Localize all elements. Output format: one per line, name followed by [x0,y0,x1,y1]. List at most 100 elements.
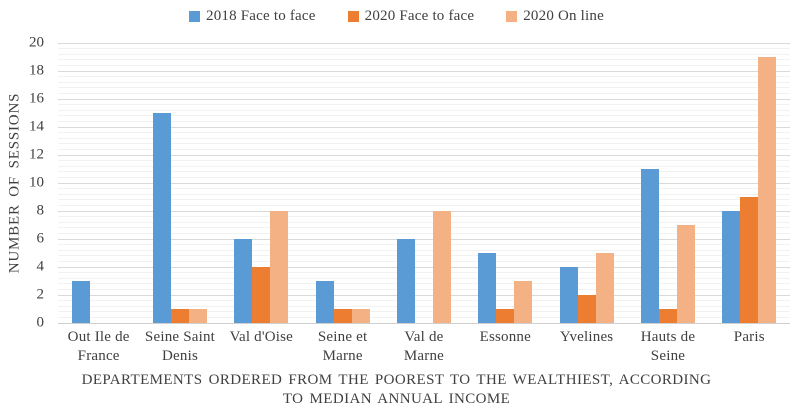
minor-gridline [58,53,790,55]
legend-item-1: 2020 Face to face [347,7,475,25]
x-category-label-line: Val de [404,329,444,345]
bar [152,113,171,323]
x-category-label-line: Marne [403,348,445,364]
minor-gridline [58,165,790,167]
minor-gridline [58,199,790,201]
legend-label: 2020 Face to face [364,7,475,24]
minor-gridline [58,120,790,122]
y-tick-label: 6 [36,230,45,247]
x-category-label-line: Hauts de [640,329,696,345]
bar [478,253,497,323]
y-tick-label: 4 [36,258,45,275]
bar [315,281,334,323]
bar [658,309,677,323]
y-tick-label: 2 [36,286,45,303]
major-gridline [58,266,790,268]
bar [676,225,695,323]
x-category-label-line: Seine [650,348,686,364]
bar [758,57,777,323]
major-gridline [58,70,790,72]
minor-gridline [58,232,790,234]
bar-group-2 [221,43,302,323]
bar [722,211,741,323]
bar [432,211,451,323]
bar [71,281,90,323]
bar [270,211,289,323]
x-category-label-line: Out Ile de [67,329,130,345]
minor-gridline [58,92,790,94]
minor-gridline [58,204,790,206]
bar [577,295,596,323]
bar [496,309,515,323]
minor-gridline [58,300,790,302]
minor-gridline [58,81,790,83]
minor-gridline [58,305,790,307]
x-axis-line [58,323,790,324]
bar-group-3 [302,43,383,323]
minor-gridline [58,76,790,78]
x-category-label-line: Yvelines [559,329,614,345]
x-category-label-6: Yvelines [546,328,627,366]
major-gridline [58,182,790,184]
minor-gridline [58,311,790,313]
legend-label: 2020 On line [523,7,604,24]
minor-gridline [58,64,790,66]
x-category-label-line: France [77,348,120,364]
bar-group-8 [709,43,790,323]
minor-gridline [58,283,790,285]
minor-gridline [58,87,790,89]
minor-gridline [58,244,790,246]
bar [559,267,578,323]
minor-gridline [58,288,790,290]
major-gridline [58,210,790,212]
x-category-label-1: Seine Saint Denis [139,328,220,366]
bar-group-4 [383,43,464,323]
x-category-label-line: Seine Saint [144,329,216,345]
x-category-label-line: Val d'Oise [229,329,294,345]
bar [333,309,352,323]
x-category-label-line: Paris [733,329,765,345]
minor-gridline [58,227,790,229]
major-gridline [58,42,790,44]
plot-area [58,42,790,324]
y-tick-label: 20 [29,34,44,51]
minor-gridline [58,132,790,134]
minor-gridline [58,176,790,178]
bar-group-1 [139,43,220,323]
x-category-label-line: Essonne [479,329,531,345]
minor-gridline [58,48,790,50]
x-category-label-line: Denis [161,348,198,364]
legend-item-0: 2018 Face to face [189,8,316,25]
legend-swatch-icon [189,10,201,22]
y-tick-label: 0 [36,314,45,331]
y-tick-label: 12 [29,146,44,163]
y-tick-label: 10 [29,174,44,191]
x-axis-title: DEPARTEMENTS ORDERED FROM THE POOREST TO… [0,371,793,409]
legend-swatch-icon [347,10,359,22]
x-axis-title-line1: DEPARTEMENTS ORDERED FROM THE POOREST TO… [81,372,712,388]
minor-gridline [58,260,790,262]
bar-group-7 [627,43,708,323]
minor-gridline [58,160,790,162]
major-gridline [58,98,790,100]
x-axis-title-line2: TO MEDIAN ANNUAL INCOME [282,391,511,407]
minor-gridline [58,216,790,218]
minor-gridline [58,221,790,223]
minor-gridline [58,109,790,111]
x-axis-labels: Out Ile de France Seine Saint Denis Val d'Oi… [58,328,790,366]
bar [396,239,415,323]
x-category-label-3: Seine et Marne [302,328,383,366]
minor-gridline [58,137,790,139]
major-gridline [58,238,790,240]
x-category-label-line: Seine et [317,329,368,345]
bar-group-6 [546,43,627,323]
bar-group-0 [58,43,139,323]
minor-gridline [58,255,790,257]
minor-gridline [58,171,790,173]
minor-gridline [58,115,790,117]
minor-gridline [58,188,790,190]
y-tick-label: 8 [36,202,45,219]
y-tick-label: 14 [29,118,44,135]
bar [740,197,759,323]
